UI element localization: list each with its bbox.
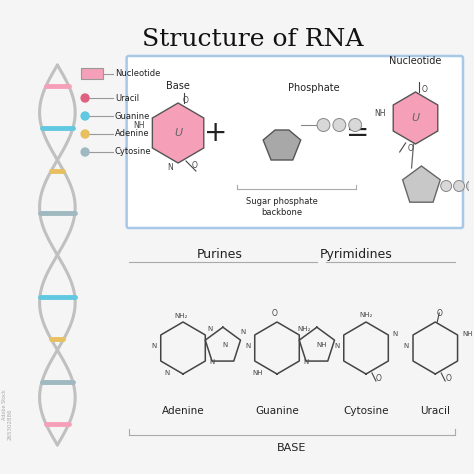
Text: +: +: [204, 119, 228, 147]
Text: Pyrimidines: Pyrimidines: [320, 248, 392, 261]
Text: N: N: [223, 342, 228, 348]
Text: NH: NH: [374, 109, 386, 118]
Circle shape: [81, 94, 89, 102]
Text: Adobe Stock: Adobe Stock: [2, 389, 7, 420]
Polygon shape: [152, 103, 204, 163]
Text: NH: NH: [462, 331, 473, 337]
Text: NH: NH: [133, 120, 145, 129]
Text: O: O: [436, 309, 442, 318]
Polygon shape: [402, 166, 440, 202]
Circle shape: [317, 118, 330, 131]
Polygon shape: [263, 130, 301, 160]
Circle shape: [81, 148, 89, 156]
FancyBboxPatch shape: [127, 56, 463, 228]
Text: Nucleotide: Nucleotide: [389, 56, 442, 66]
Text: Phosphate: Phosphate: [288, 83, 339, 93]
Text: Structure of RNA: Structure of RNA: [142, 28, 363, 51]
Text: O: O: [376, 374, 382, 383]
Text: N: N: [393, 331, 398, 337]
Text: NH₂: NH₂: [359, 312, 373, 318]
Text: NH: NH: [253, 370, 263, 376]
FancyBboxPatch shape: [81, 68, 103, 79]
Text: BASE: BASE: [277, 443, 307, 453]
Text: Ribose: Ribose: [269, 146, 295, 155]
Text: N: N: [334, 343, 339, 349]
Text: O: O: [408, 144, 413, 153]
Circle shape: [454, 181, 465, 191]
Text: Adenine: Adenine: [162, 406, 204, 416]
Text: Cytosine: Cytosine: [343, 406, 389, 416]
Text: N: N: [207, 326, 212, 332]
Text: Guanine: Guanine: [115, 111, 150, 120]
Text: NH: NH: [317, 342, 327, 348]
Text: N: N: [403, 343, 409, 349]
Text: Cytosine: Cytosine: [115, 147, 151, 156]
Text: O: O: [192, 161, 198, 170]
Text: O: O: [272, 309, 278, 318]
Text: N: N: [245, 343, 250, 349]
Text: U: U: [174, 128, 182, 138]
Text: U: U: [411, 113, 419, 123]
Circle shape: [466, 181, 474, 191]
Text: =: =: [346, 119, 370, 147]
Circle shape: [333, 118, 346, 131]
Text: O: O: [421, 85, 428, 94]
Text: Adenine: Adenine: [115, 129, 149, 138]
Circle shape: [81, 112, 89, 120]
Text: 265302886: 265302886: [8, 409, 13, 440]
Text: Sugar phosphate
backbone: Sugar phosphate backbone: [246, 197, 318, 217]
Text: N: N: [151, 343, 156, 349]
Text: NH₂: NH₂: [174, 313, 188, 319]
Text: N: N: [304, 359, 309, 365]
Polygon shape: [393, 92, 438, 144]
Circle shape: [81, 130, 89, 138]
Text: N: N: [210, 359, 215, 365]
Text: NH₂: NH₂: [297, 326, 310, 332]
Text: Guanine: Guanine: [255, 406, 299, 416]
Circle shape: [349, 118, 362, 131]
Text: N: N: [164, 370, 169, 376]
Text: Base: Base: [166, 81, 190, 91]
Text: Uracil: Uracil: [420, 406, 450, 416]
Text: Uracil: Uracil: [115, 93, 139, 102]
Text: N: N: [240, 329, 246, 335]
Text: Purines: Purines: [197, 248, 243, 261]
Text: N: N: [167, 163, 173, 172]
Text: O: O: [183, 96, 189, 105]
Text: Nucleotide: Nucleotide: [115, 69, 160, 78]
Text: O: O: [445, 374, 451, 383]
Circle shape: [441, 181, 452, 191]
